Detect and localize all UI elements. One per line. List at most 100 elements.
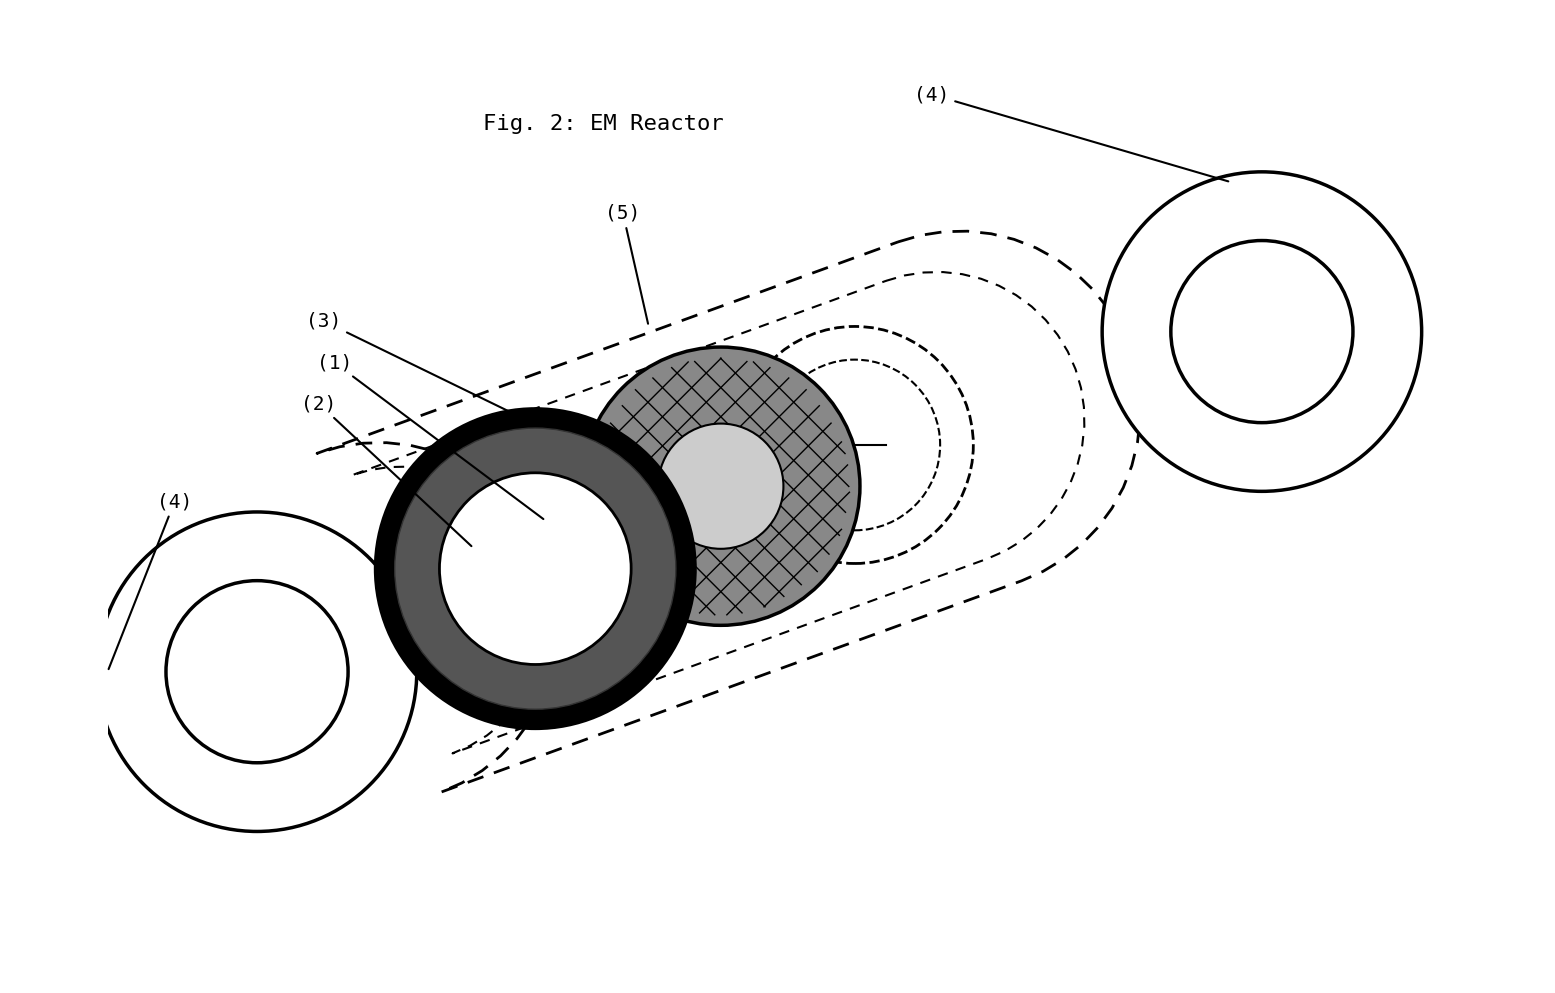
Circle shape bbox=[154, 619, 162, 627]
Circle shape bbox=[320, 563, 328, 571]
Circle shape bbox=[210, 730, 218, 738]
Circle shape bbox=[1345, 427, 1351, 435]
Circle shape bbox=[1364, 427, 1370, 435]
Circle shape bbox=[1158, 316, 1166, 323]
Circle shape bbox=[1345, 335, 1351, 342]
Circle shape bbox=[1214, 241, 1222, 249]
Circle shape bbox=[1364, 279, 1370, 286]
Circle shape bbox=[1270, 427, 1278, 435]
Circle shape bbox=[395, 712, 403, 719]
Circle shape bbox=[1270, 335, 1278, 342]
Circle shape bbox=[173, 693, 180, 700]
Circle shape bbox=[1308, 279, 1314, 286]
Circle shape bbox=[1326, 335, 1333, 342]
Circle shape bbox=[210, 638, 218, 644]
Circle shape bbox=[303, 804, 309, 811]
Circle shape bbox=[303, 785, 309, 793]
Circle shape bbox=[1196, 223, 1204, 230]
Circle shape bbox=[1252, 465, 1260, 472]
Circle shape bbox=[1177, 298, 1185, 305]
Circle shape bbox=[303, 712, 309, 719]
Circle shape bbox=[303, 601, 309, 608]
Circle shape bbox=[339, 785, 347, 793]
Circle shape bbox=[229, 563, 235, 571]
Circle shape bbox=[1345, 260, 1351, 267]
Circle shape bbox=[339, 674, 347, 682]
Circle shape bbox=[1177, 335, 1185, 342]
Circle shape bbox=[1308, 465, 1314, 472]
Circle shape bbox=[358, 712, 365, 719]
Circle shape bbox=[1326, 427, 1333, 435]
Circle shape bbox=[210, 582, 218, 589]
Circle shape bbox=[229, 619, 235, 627]
Circle shape bbox=[1270, 205, 1278, 212]
Circle shape bbox=[1158, 390, 1166, 397]
Circle shape bbox=[1270, 390, 1278, 397]
Circle shape bbox=[210, 619, 218, 627]
Circle shape bbox=[339, 730, 347, 738]
Ellipse shape bbox=[1102, 172, 1421, 492]
Circle shape bbox=[266, 582, 272, 589]
Circle shape bbox=[1289, 465, 1295, 472]
Circle shape bbox=[1345, 316, 1351, 323]
Circle shape bbox=[210, 693, 218, 700]
Circle shape bbox=[135, 619, 143, 627]
Circle shape bbox=[358, 693, 365, 700]
Ellipse shape bbox=[395, 428, 676, 709]
Circle shape bbox=[1289, 446, 1295, 453]
Circle shape bbox=[135, 674, 143, 682]
Circle shape bbox=[154, 638, 162, 644]
Circle shape bbox=[266, 674, 272, 682]
Circle shape bbox=[247, 749, 253, 756]
Circle shape bbox=[1289, 354, 1295, 360]
Circle shape bbox=[1121, 335, 1129, 342]
Circle shape bbox=[173, 582, 180, 589]
Circle shape bbox=[285, 563, 291, 571]
Circle shape bbox=[1345, 371, 1351, 379]
Circle shape bbox=[229, 768, 235, 775]
Circle shape bbox=[1196, 371, 1204, 379]
Circle shape bbox=[266, 601, 272, 608]
Circle shape bbox=[1270, 371, 1278, 379]
Circle shape bbox=[1400, 354, 1407, 360]
Circle shape bbox=[1326, 205, 1333, 212]
Circle shape bbox=[1177, 409, 1185, 416]
Circle shape bbox=[1121, 279, 1129, 286]
Circle shape bbox=[1308, 335, 1314, 342]
Circle shape bbox=[1270, 465, 1278, 472]
Circle shape bbox=[339, 749, 347, 756]
Circle shape bbox=[1177, 205, 1185, 212]
Circle shape bbox=[320, 749, 328, 756]
Circle shape bbox=[1214, 279, 1222, 286]
Circle shape bbox=[191, 785, 199, 793]
Circle shape bbox=[1140, 298, 1148, 305]
Circle shape bbox=[358, 619, 365, 627]
Circle shape bbox=[1252, 223, 1260, 230]
Circle shape bbox=[1252, 371, 1260, 379]
Circle shape bbox=[1121, 316, 1129, 323]
Circle shape bbox=[247, 656, 253, 663]
Circle shape bbox=[1121, 371, 1129, 379]
Circle shape bbox=[1381, 371, 1389, 379]
Circle shape bbox=[1233, 390, 1241, 397]
Circle shape bbox=[320, 730, 328, 738]
Circle shape bbox=[376, 601, 384, 608]
Circle shape bbox=[173, 601, 180, 608]
Circle shape bbox=[229, 656, 235, 663]
Circle shape bbox=[1252, 241, 1260, 249]
Circle shape bbox=[1270, 409, 1278, 416]
Circle shape bbox=[376, 693, 384, 700]
Circle shape bbox=[1177, 371, 1185, 379]
Circle shape bbox=[229, 601, 235, 608]
Circle shape bbox=[1177, 223, 1185, 230]
Circle shape bbox=[1252, 409, 1260, 416]
Circle shape bbox=[1177, 316, 1185, 323]
Circle shape bbox=[191, 638, 199, 644]
Circle shape bbox=[1196, 446, 1204, 453]
Circle shape bbox=[320, 638, 328, 644]
Circle shape bbox=[229, 526, 235, 533]
Circle shape bbox=[376, 674, 384, 682]
Circle shape bbox=[191, 619, 199, 627]
Circle shape bbox=[395, 638, 403, 644]
Circle shape bbox=[1140, 316, 1148, 323]
